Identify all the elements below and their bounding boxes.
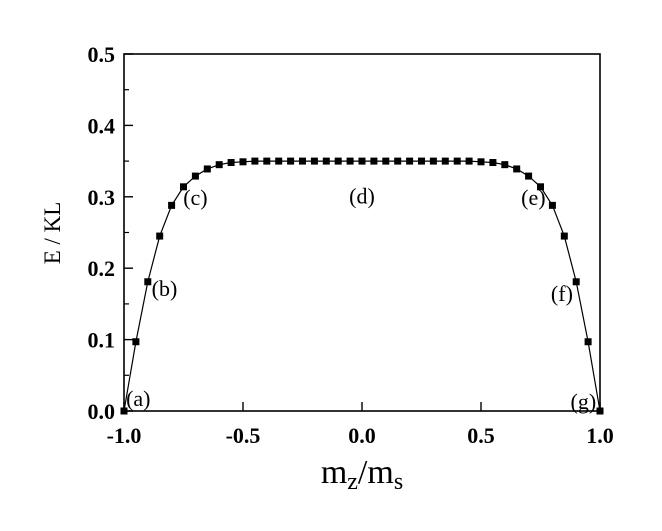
data-point	[501, 161, 509, 169]
annotations: (a) (b) (c) (d) (e) (f) (g)	[126, 183, 596, 414]
y-axis: 0.0 0.1 0.2 0.3 0.4 0.5	[88, 42, 133, 424]
data-point	[180, 183, 187, 191]
data-point	[191, 172, 199, 180]
data-point	[513, 165, 521, 173]
y-axis-label: E / KL	[40, 202, 65, 265]
x-axis-label: mz/ms	[321, 454, 403, 495]
y-tick-label: 0.4	[88, 113, 116, 138]
y-tick-label: 0.0	[88, 399, 116, 424]
annotation-label: (b)	[152, 276, 178, 301]
data-point	[572, 278, 580, 286]
data-point	[489, 159, 497, 167]
x-tick-label: 1.0	[586, 423, 614, 448]
data-point	[168, 201, 176, 209]
x-axis-label-sub1: z	[347, 469, 358, 495]
x-axis-label-base: m	[321, 454, 347, 491]
x-tick-label: -0.5	[226, 423, 261, 448]
data-point	[560, 232, 568, 240]
data-point	[525, 172, 533, 180]
y-tick-label: 0.3	[88, 185, 116, 210]
data-point	[239, 158, 247, 166]
data-point	[394, 157, 402, 165]
data-point	[144, 278, 152, 286]
annotation-label: (g)	[571, 389, 597, 414]
data-point	[429, 157, 437, 165]
y-tick-label: 0.1	[88, 328, 116, 353]
data-point	[322, 157, 330, 165]
data-point	[370, 157, 378, 165]
annotation-label: (d)	[349, 183, 375, 208]
data-point	[227, 159, 235, 167]
annotation-label: (e)	[521, 185, 545, 210]
x-tick-label: 0.5	[467, 423, 495, 448]
data-point	[132, 338, 140, 346]
data-point	[334, 157, 342, 165]
x-tick-label: -1.0	[107, 423, 142, 448]
data-point	[418, 157, 425, 165]
annotation-label: (f)	[551, 281, 573, 306]
data-point	[346, 157, 354, 165]
y-tick-label: 0.2	[88, 256, 116, 281]
y-minor-ticks	[124, 89, 129, 376]
x-axis: -1.0 -0.5 0.0 0.5 1.0	[107, 402, 614, 448]
annotation-label: (c)	[183, 185, 207, 210]
x-axis-label-sep: /m	[358, 454, 394, 491]
data-point	[263, 157, 271, 165]
data-point	[537, 183, 544, 191]
data-point	[358, 157, 366, 165]
data-point	[382, 157, 390, 165]
data-point	[465, 157, 473, 165]
data-point	[156, 232, 164, 240]
x-axis-label-sub2: s	[394, 469, 403, 495]
data-point	[441, 157, 449, 165]
data-point	[548, 201, 556, 209]
data-point	[584, 338, 592, 346]
y-tick-label: 0.5	[88, 42, 116, 67]
data-point	[203, 165, 211, 173]
data-point	[251, 157, 259, 165]
data-point	[299, 157, 306, 165]
annotation-label: (a)	[126, 386, 150, 411]
plot-frame	[123, 53, 601, 412]
data-point	[406, 157, 414, 165]
data-point	[287, 157, 295, 165]
data-point	[275, 157, 283, 165]
data-point	[310, 157, 318, 165]
data-point	[477, 158, 485, 166]
data-point	[215, 161, 223, 169]
x-tick-label: 0.0	[348, 423, 376, 448]
data-point	[596, 407, 604, 415]
data-point	[120, 407, 128, 415]
data-point	[453, 157, 461, 165]
series-markers	[120, 157, 604, 415]
